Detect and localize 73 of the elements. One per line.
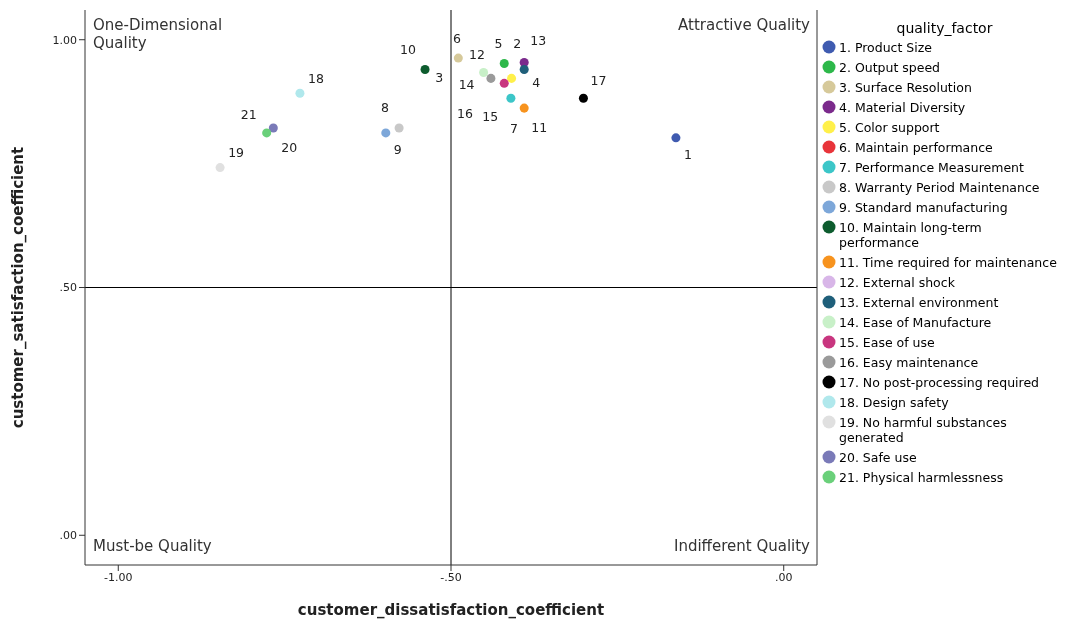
y-tick-label: 1.00 bbox=[52, 33, 77, 47]
point bbox=[295, 88, 305, 98]
point bbox=[506, 93, 516, 103]
legend-label: 21. Physical harmlessness bbox=[839, 470, 1004, 485]
point bbox=[262, 128, 272, 138]
legend-label: 14. Ease of Manufacture bbox=[839, 315, 992, 330]
y-tick-label: .50 bbox=[59, 281, 77, 295]
annotation: 16 bbox=[456, 105, 473, 121]
annotation: 7 bbox=[509, 120, 518, 136]
legend-title: quality_factor bbox=[895, 20, 994, 36]
legend-label: 19. No harmful substances generated bbox=[839, 415, 1008, 445]
point bbox=[215, 163, 225, 173]
point bbox=[578, 93, 588, 103]
x-axis-title: customer_dissatisfaction_coefficient bbox=[297, 601, 605, 619]
annotation: Indifferent Quality bbox=[673, 537, 810, 555]
annotation: 8 bbox=[381, 100, 390, 116]
annotation: 15 bbox=[482, 108, 499, 124]
legend-label: 11. Time required for maintenance bbox=[839, 255, 1057, 270]
legend-label: 16. Easy maintenance bbox=[839, 355, 979, 370]
point bbox=[507, 73, 517, 83]
legend-label: 10. Maintain long-term performance bbox=[839, 220, 983, 250]
point bbox=[519, 64, 529, 74]
annotation: Must-be Quality bbox=[93, 537, 212, 555]
x-tick-label: -1.00 bbox=[104, 570, 133, 584]
annotation: 4 bbox=[532, 75, 541, 91]
point bbox=[420, 64, 430, 74]
annotation: 10 bbox=[400, 41, 417, 57]
legend-label: 4. Material Diversity bbox=[839, 100, 966, 115]
y-tick-label: .00 bbox=[59, 529, 77, 543]
annotation: 6 bbox=[453, 30, 461, 46]
x-tick-label: .00 bbox=[774, 570, 793, 584]
legend-label: 7. Performance Measurement bbox=[839, 160, 1024, 175]
point bbox=[499, 59, 509, 69]
annotation: One-Dimensional Quality bbox=[93, 16, 224, 52]
point bbox=[486, 73, 496, 83]
point bbox=[381, 128, 391, 138]
annotation: 1 bbox=[683, 147, 692, 163]
annotation: 12 bbox=[469, 46, 485, 62]
annotation: 3 bbox=[435, 69, 444, 85]
annotation: 20 bbox=[281, 140, 298, 156]
point bbox=[394, 123, 404, 133]
legend-label: 8. Warranty Period Maintenance bbox=[839, 180, 1040, 195]
annotation: Attractive Quality bbox=[678, 16, 810, 34]
point bbox=[671, 133, 681, 143]
y-axis-title: customer_satisfaction_coefficient bbox=[9, 146, 28, 429]
annotation: 13 bbox=[530, 32, 547, 48]
legend-label: 15. Ease of use bbox=[839, 335, 935, 350]
point bbox=[499, 78, 509, 88]
annotation: 9 bbox=[393, 142, 402, 158]
annotation: 21 bbox=[240, 107, 257, 123]
point bbox=[479, 67, 489, 77]
annotation: 14 bbox=[458, 76, 475, 92]
legend-label: 17. No post-processing required bbox=[839, 375, 1040, 390]
point bbox=[268, 123, 278, 133]
legend-label: 13. External environment bbox=[839, 295, 999, 310]
legend-label: 6. Maintain performance bbox=[839, 140, 993, 155]
point bbox=[519, 103, 529, 113]
legend-label: 2. Output speed bbox=[839, 60, 941, 75]
legend-label: 1. Product Size bbox=[839, 40, 932, 55]
legend-label: 3. Surface Resolution bbox=[839, 80, 972, 95]
legend-label: 12. External shock bbox=[839, 275, 955, 290]
x-tick-label: -.50 bbox=[440, 570, 462, 584]
legend-label: 18. Design safety bbox=[839, 395, 949, 410]
annotation: 19 bbox=[228, 145, 245, 161]
annotation: 2 bbox=[513, 36, 522, 52]
annotation: 5 bbox=[494, 35, 503, 51]
annotation: 17 bbox=[590, 72, 607, 88]
legend-label: 20. Safe use bbox=[839, 450, 917, 465]
annotation: 11 bbox=[531, 119, 548, 135]
legend-label: 5. Color support bbox=[839, 120, 940, 135]
annotation: 18 bbox=[307, 70, 324, 86]
point bbox=[453, 53, 463, 63]
legend-label: 9. Standard manufacturing bbox=[839, 200, 1008, 215]
